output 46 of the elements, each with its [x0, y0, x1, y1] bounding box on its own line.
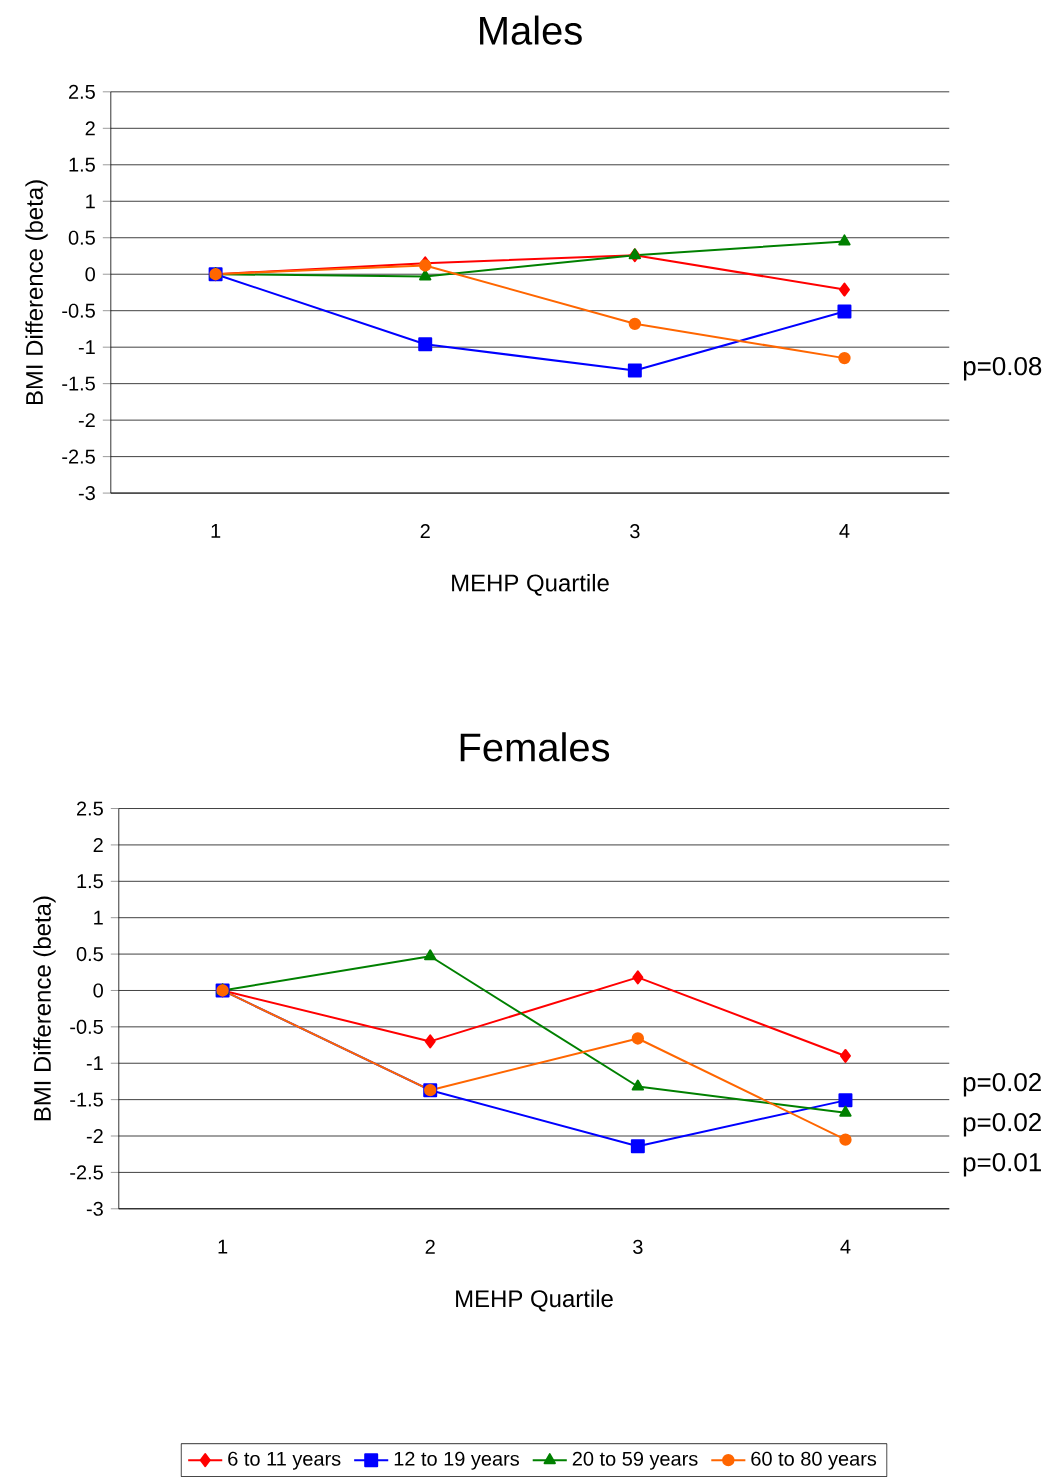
text: p=0.08 — [963, 356, 1042, 381]
y-axis-title: BMI Difference (beta) — [33, 896, 56, 1121]
x-tick-label: 1 — [218, 1239, 228, 1254]
y-tick-label: 1 — [86, 194, 95, 209]
text: p=0.02 — [963, 1112, 1041, 1137]
legend-label: 6 to 11 years — [228, 1451, 341, 1470]
y-tick-label: 2 — [85, 121, 95, 136]
y-tick-label: -3 — [78, 486, 95, 501]
y-tick-label: 0.5 — [76, 947, 103, 962]
text: p=0.02 — [963, 1072, 1041, 1097]
y-tick-label: -1.5 — [62, 376, 95, 391]
y-tick-label: 1.5 — [77, 874, 103, 889]
y-tick-label: -2.5 — [62, 449, 95, 464]
y-tick-label: -1 — [78, 340, 95, 355]
x-tick-label: 2 — [425, 1239, 435, 1254]
x-axis-title: MEHP Quartile — [452, 573, 609, 596]
chart-title: Males — [480, 15, 582, 45]
y-tick-label: -1 — [86, 1056, 103, 1071]
y-tick-label: -2 — [86, 1129, 103, 1143]
x-tick-label: 2 — [420, 524, 430, 539]
y-tick-label: 1 — [94, 910, 103, 925]
y-tick-label: 2 — [93, 837, 103, 852]
y-tick-label: -0.5 — [62, 303, 95, 318]
x-tick-label: 3 — [633, 1239, 643, 1254]
y-tick-label: 2.5 — [68, 84, 95, 99]
y-tick-label: 0.5 — [68, 230, 95, 245]
y-tick-label: -2 — [78, 413, 95, 428]
x-tick-label: 3 — [630, 524, 640, 539]
y-tick-label: -1.5 — [70, 1092, 103, 1107]
x-tick-label: 1 — [211, 524, 221, 538]
y-tick-label: 0 — [85, 267, 95, 282]
y-tick-label: 0 — [93, 983, 103, 998]
y-axis-title: BMI Difference (beta) — [25, 180, 48, 405]
y-tick-label: -0.5 — [70, 1019, 103, 1034]
chart-title: Females — [460, 732, 610, 762]
legend-label: 60 to 80 years — [751, 1451, 877, 1470]
x-axis-title: MEHP Quartile — [456, 1289, 613, 1312]
y-tick-label: -3 — [86, 1201, 103, 1216]
y-tick-label: 2.5 — [76, 801, 103, 816]
y-tick-label: 1.5 — [69, 157, 95, 172]
x-tick-label: 4 — [840, 1239, 851, 1254]
legend-label: 20 to 59 years — [572, 1451, 698, 1470]
x-tick-label: 4 — [839, 524, 850, 538]
legend-label: 12 to 19 years — [394, 1451, 519, 1470]
y-tick-label: -2.5 — [70, 1165, 103, 1180]
text: p=0.01 — [963, 1153, 1041, 1177]
